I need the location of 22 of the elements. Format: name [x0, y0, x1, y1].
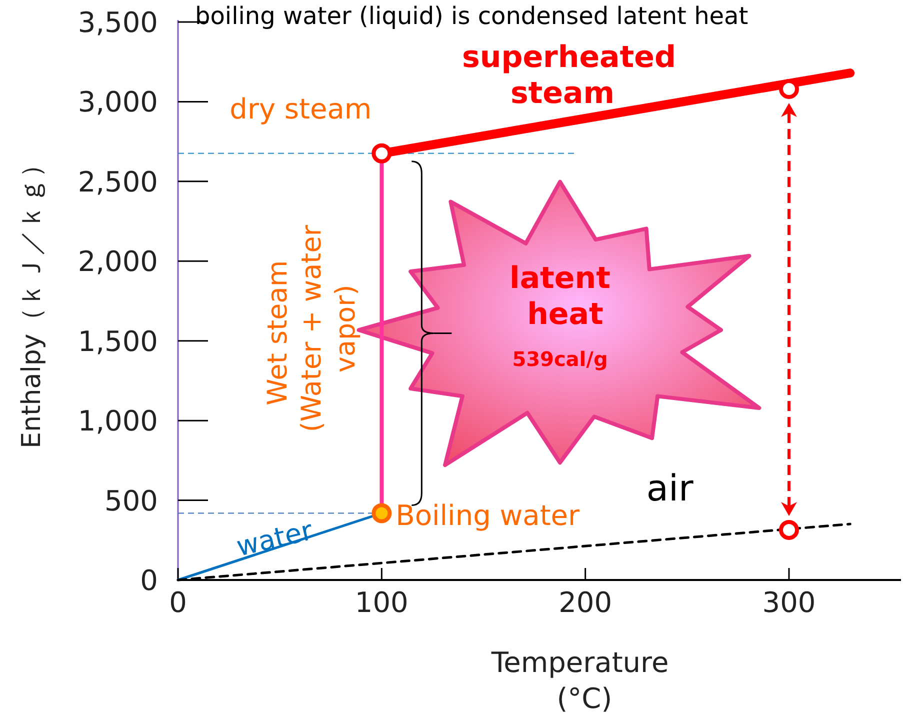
series-label: air [646, 468, 694, 510]
y-tick-label: 3,000 [78, 86, 158, 119]
x-tick-label: 100 [354, 586, 408, 619]
annotation: Boiling water [396, 499, 580, 532]
annotation: latent heat [510, 261, 610, 332]
y-tick-label: 2,500 [78, 165, 158, 198]
x-tick-label: 0 [169, 586, 187, 619]
y-tick-label: 0 [140, 564, 158, 597]
x-tick-label: 200 [558, 586, 612, 619]
y-tick-label: 1,500 [78, 324, 158, 358]
annotation: Wet steam (Water + water vapor) [262, 224, 362, 441]
x-axis-title: Temperature (°C) [490, 646, 669, 715]
y-tick-label: 1,000 [78, 404, 158, 438]
x-tick-label: 300 [762, 586, 816, 619]
y-tick-label: 3,500 [78, 6, 158, 39]
y-tick-label: 500 [104, 484, 158, 518]
annotation: dry steam [230, 92, 372, 126]
chart-title: boiling water (liquid) is condensed latent heat [195, 2, 748, 30]
annotation: 539cal/g [512, 347, 608, 371]
y-tick-label: 2,000 [78, 245, 158, 278]
y-axis-title: Enthalpy（ｋＪ／ｋｇ） [17, 152, 47, 448]
series-label: superheated steam [462, 40, 676, 111]
